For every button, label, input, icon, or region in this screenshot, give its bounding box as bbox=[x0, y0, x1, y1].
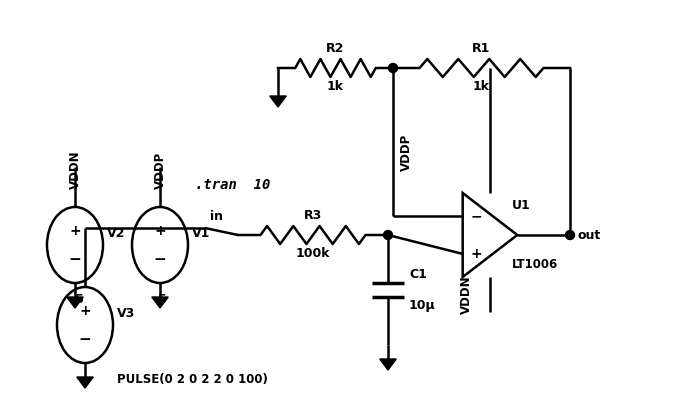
Text: −: − bbox=[78, 332, 92, 347]
Text: +: + bbox=[154, 224, 166, 238]
Text: 100k: 100k bbox=[295, 247, 330, 260]
Text: +: + bbox=[69, 224, 80, 238]
Text: R3: R3 bbox=[304, 209, 322, 222]
Text: LT1006: LT1006 bbox=[512, 258, 559, 271]
Text: 5: 5 bbox=[158, 293, 167, 306]
Text: 10μ: 10μ bbox=[409, 299, 435, 312]
Circle shape bbox=[389, 63, 398, 73]
Circle shape bbox=[384, 230, 393, 239]
Text: −: − bbox=[69, 252, 81, 267]
Text: V3: V3 bbox=[117, 307, 135, 320]
Text: R1: R1 bbox=[473, 42, 491, 55]
Text: in: in bbox=[210, 210, 223, 223]
Text: out: out bbox=[578, 229, 601, 241]
Polygon shape bbox=[270, 96, 286, 107]
Text: VDDN: VDDN bbox=[69, 150, 81, 189]
Text: −: − bbox=[470, 209, 482, 223]
Text: 1k: 1k bbox=[473, 80, 490, 93]
Text: U1: U1 bbox=[512, 199, 531, 212]
Text: VDDN: VDDN bbox=[460, 276, 473, 314]
Polygon shape bbox=[379, 359, 396, 370]
Text: R2: R2 bbox=[326, 42, 344, 55]
Text: 1k: 1k bbox=[327, 80, 344, 93]
Text: PULSE(0 2 0 2 2 0 100): PULSE(0 2 0 2 2 0 100) bbox=[117, 373, 268, 386]
Text: +: + bbox=[79, 304, 91, 318]
Text: V2: V2 bbox=[107, 227, 125, 240]
Text: VDDP: VDDP bbox=[153, 152, 167, 189]
Polygon shape bbox=[77, 377, 93, 388]
Text: VDDP: VDDP bbox=[400, 133, 413, 171]
Polygon shape bbox=[66, 297, 83, 308]
Text: .tran  10: .tran 10 bbox=[195, 178, 270, 192]
Text: C1: C1 bbox=[409, 268, 427, 281]
Text: V1: V1 bbox=[192, 227, 211, 240]
Text: -5: -5 bbox=[71, 293, 85, 306]
Polygon shape bbox=[152, 297, 168, 308]
Text: −: − bbox=[153, 252, 167, 267]
Circle shape bbox=[566, 230, 575, 239]
Text: +: + bbox=[470, 247, 482, 261]
